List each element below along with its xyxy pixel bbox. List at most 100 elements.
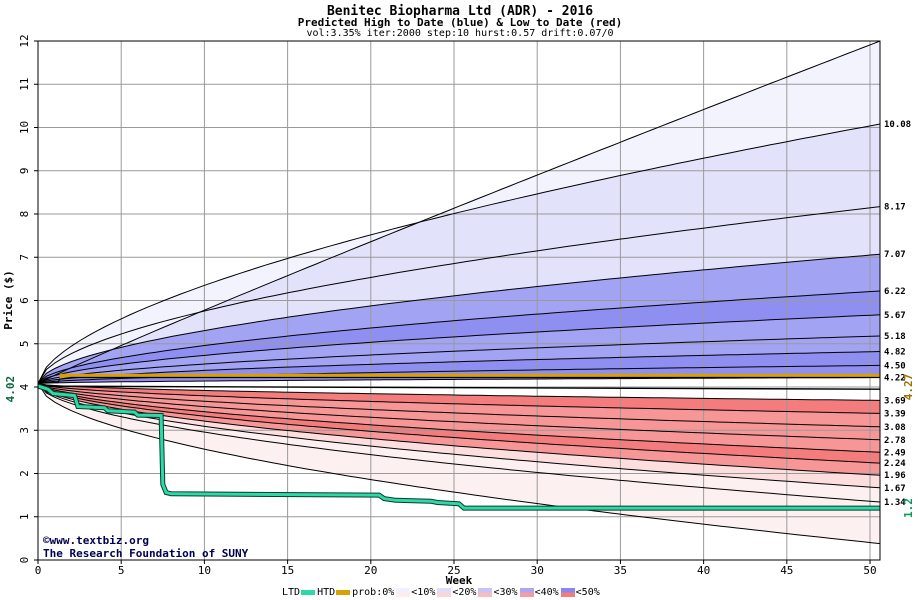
low-band-core xyxy=(38,383,880,476)
x-tick-label-40: 40 xyxy=(697,564,710,577)
low-curve-2 xyxy=(37,383,881,414)
legend-swatch-50 xyxy=(560,587,575,597)
low-end-label-3: 3.08 xyxy=(884,423,906,433)
high-end-label-5: 5.67 xyxy=(884,311,906,321)
low-band-median xyxy=(38,383,880,464)
high-end-label-2: 8.17 xyxy=(884,203,906,213)
x-tick-label-10: 10 xyxy=(198,564,211,577)
y-tick-label-3: 3 xyxy=(18,427,31,434)
high-band-median xyxy=(38,291,880,384)
legend: LTD HTD prob:0% <10% <20% <30% <40% <50% xyxy=(282,586,600,598)
y-tick-label-0: 0 xyxy=(18,557,31,564)
credit-website: ©www.textbiz.org xyxy=(43,534,149,547)
low-curve-1 xyxy=(37,383,881,401)
x-tick-label-35: 35 xyxy=(614,564,627,577)
legend-swatch-20 xyxy=(437,587,452,597)
high-curve-3 xyxy=(37,206,881,384)
low-curve-10 xyxy=(37,383,881,545)
low-end-label-9: 1.34 xyxy=(884,498,906,508)
y-tick-label-7: 7 xyxy=(18,254,31,261)
chart-subtitle: Predicted High to Date (blue) & Low to D… xyxy=(297,16,623,29)
high-curve-5 xyxy=(37,290,881,384)
high-curve-4 xyxy=(37,253,881,384)
legend-prob-label: prob:0% xyxy=(352,586,395,598)
low-curve-5 xyxy=(37,383,881,453)
start-ref-line xyxy=(37,385,881,390)
low-end-label-6: 2.24 xyxy=(884,459,906,469)
low-band-1 xyxy=(38,383,880,414)
x-tick-label-25: 25 xyxy=(447,564,460,577)
y-tick-label-1: 1 xyxy=(18,513,31,520)
legend-htd-label: HTD xyxy=(317,586,336,598)
start-price-label: 4.02 xyxy=(4,376,17,403)
low-end-label-4: 2.78 xyxy=(884,436,906,446)
low-curve-6 xyxy=(37,383,881,464)
low-curve-9 xyxy=(37,383,881,503)
y-axis-title: Price ($) xyxy=(2,270,15,330)
x-tick-label-20: 20 xyxy=(364,564,377,577)
y-tick-label-10: 10 xyxy=(18,121,31,134)
legend-label-10: <10% xyxy=(411,586,436,598)
y-tick-label-5: 5 xyxy=(18,340,31,347)
x-tick-label-45: 45 xyxy=(780,564,793,577)
legend-label-30: <30% xyxy=(493,586,518,598)
low-band-3 xyxy=(38,383,880,440)
high-end-label-6: 5.18 xyxy=(884,332,906,342)
low-end-label-5: 2.49 xyxy=(884,448,906,458)
high-curve-2 xyxy=(37,123,881,384)
x-tick-label-0: 0 xyxy=(35,564,42,577)
low-band-outer xyxy=(38,383,880,544)
x-tick-label-5: 5 xyxy=(118,564,125,577)
high-curve-1 xyxy=(37,40,881,384)
legend-ltd-label: LTD xyxy=(282,586,301,598)
legend-label-40: <40% xyxy=(534,586,559,598)
high-end-label-7: 4.82 xyxy=(884,348,906,358)
low-end-label-1: 3.69 xyxy=(884,396,906,406)
y-tick-label-6: 6 xyxy=(18,297,31,304)
high-end-label-4: 6.22 xyxy=(884,287,906,297)
legend-label-50: <50% xyxy=(575,586,600,598)
high-curve-6 xyxy=(37,314,881,384)
legend-swatch-40 xyxy=(519,587,534,597)
high-band-8 xyxy=(38,351,880,384)
high-band-7 xyxy=(38,336,880,384)
high-end-label-8: 4.50 xyxy=(884,361,906,371)
high-end-label-3: 7.07 xyxy=(884,250,906,260)
high-curve-7 xyxy=(37,335,881,384)
y-tick-label-11: 11 xyxy=(18,78,31,91)
low-band-7 xyxy=(38,383,880,488)
low-line-value-label: 1.2 xyxy=(902,498,915,518)
x-tick-label-50: 50 xyxy=(863,564,876,577)
x-axis-title: Week xyxy=(446,574,473,587)
low-band-8 xyxy=(38,383,880,502)
chart-title: Benitec Biopharma Ltd (ADR) - 2016 xyxy=(326,4,594,19)
legend-prob-swatch xyxy=(336,589,351,595)
y-tick-label-12: 12 xyxy=(18,34,31,47)
high-curve-8 xyxy=(37,351,881,384)
low-end-label-8: 1.67 xyxy=(884,484,906,494)
legend-swatch-10 xyxy=(396,587,411,597)
high-end-label-9: 4.22 xyxy=(884,373,906,383)
y-tick-label-2: 2 xyxy=(18,470,31,477)
x-tick-label-30: 30 xyxy=(531,564,544,577)
x-tick-label-15: 15 xyxy=(281,564,294,577)
high-line-value-label: 4.27 xyxy=(902,374,915,401)
y-tick-label-8: 8 xyxy=(18,211,31,218)
low-curve-7 xyxy=(37,383,881,476)
high-end-label-1: 10.08 xyxy=(884,120,911,130)
low-end-label-7: 1.96 xyxy=(884,471,906,481)
low-curve-4 xyxy=(37,383,881,441)
low-curve-3 xyxy=(37,383,881,428)
low-end-label-2: 3.39 xyxy=(884,409,906,419)
legend-swatch-30 xyxy=(478,587,493,597)
legend-label-20: <20% xyxy=(452,586,477,598)
y-tick-label-4: 4 xyxy=(18,383,31,390)
credit-organization: The Research Foundation of SUNY xyxy=(43,547,249,560)
ltd-line xyxy=(37,384,880,510)
low-curve-8 xyxy=(37,383,881,489)
htd-line xyxy=(38,376,880,384)
y-tick-label-9: 9 xyxy=(18,167,31,174)
low-band-2 xyxy=(38,383,880,427)
chart-params: vol:3.35% iter:2000 step:10 hurst:0.57 d… xyxy=(306,28,614,39)
